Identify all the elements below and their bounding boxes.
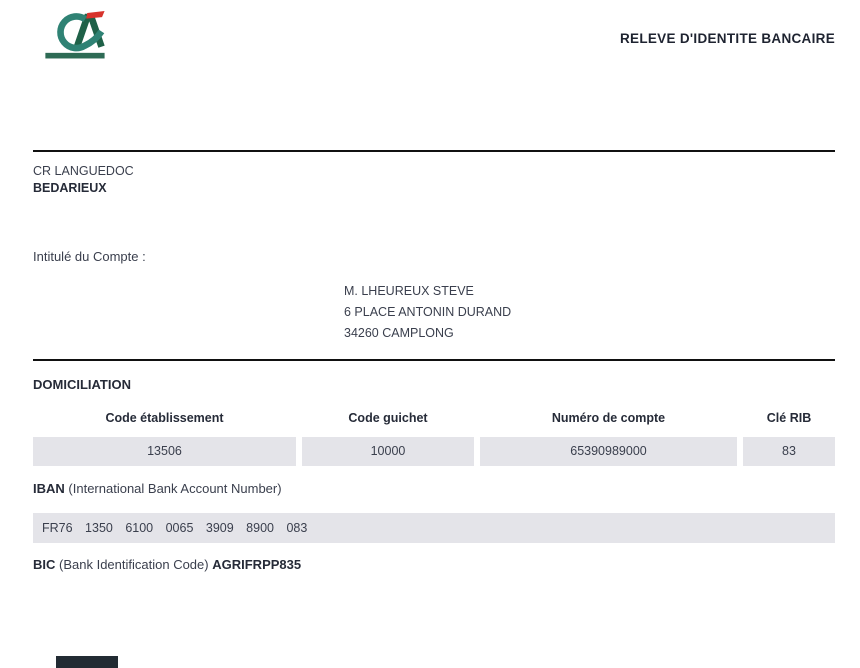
- bic-note: (Bank Identification Code): [59, 557, 209, 572]
- bic-label: BIC: [33, 557, 56, 572]
- iban-label: IBAN: [33, 481, 65, 496]
- bic-value: AGRIFRPP835: [212, 557, 302, 572]
- iban-label-line: IBAN (International Bank Account Number): [33, 481, 282, 496]
- column-header-code-etablissement: Code établissement: [105, 411, 224, 425]
- value-code-guichet: 10000: [302, 437, 474, 466]
- bic-line: BIC (Bank Identification Code) AGRIFRPP8…: [33, 557, 301, 572]
- horizontal-rule-top: [33, 150, 835, 152]
- rib-table: Code établissement Code guichet Numéro d…: [33, 411, 835, 466]
- column-header-cle-rib: Clé RIB: [766, 411, 812, 425]
- cutoff-page-fragment: [56, 656, 118, 668]
- account-holder-address: M. LHEUREUX STEVE 6 PLACE ANTONIN DURAND…: [344, 281, 511, 344]
- document-title: RELEVE D'IDENTITE BANCAIRE: [619, 31, 835, 46]
- credit-agricole-logo: [45, 11, 105, 59]
- value-numero-compte: 65390989000: [480, 437, 737, 466]
- rib-table-header-row: Code établissement Code guichet Numéro d…: [33, 411, 835, 427]
- iban-value-box: FR76 1350 6100 0065 3909 8900 083: [33, 513, 835, 543]
- value-cle-rib: 83: [743, 437, 835, 466]
- logo-letter-c: [57, 13, 105, 52]
- iban-note: (International Bank Account Number): [68, 481, 282, 496]
- column-header-code-guichet: Code guichet: [348, 411, 428, 425]
- address-line-street: 6 PLACE ANTONIN DURAND: [344, 305, 512, 319]
- branch-agency: BEDARIEUX: [33, 181, 107, 195]
- logo-underline-bar: [45, 52, 105, 59]
- value-code-etablissement: 13506: [33, 437, 296, 466]
- horizontal-rule-middle: [33, 359, 835, 361]
- address-line-city: 34260 CAMPLONG: [344, 326, 454, 340]
- address-line-name: M. LHEUREUX STEVE: [344, 284, 474, 298]
- branch-network: CR LANGUEDOC: [33, 164, 134, 178]
- account-holder-label: Intitulé du Compte :: [33, 249, 146, 264]
- rib-table-value-row: 13506 10000 65390989000 83: [33, 437, 835, 466]
- column-header-numero-compte: Numéro de compte: [551, 411, 666, 425]
- domiciliation-heading: DOMICILIATION: [33, 377, 131, 392]
- logo-red-stripe: [86, 11, 105, 19]
